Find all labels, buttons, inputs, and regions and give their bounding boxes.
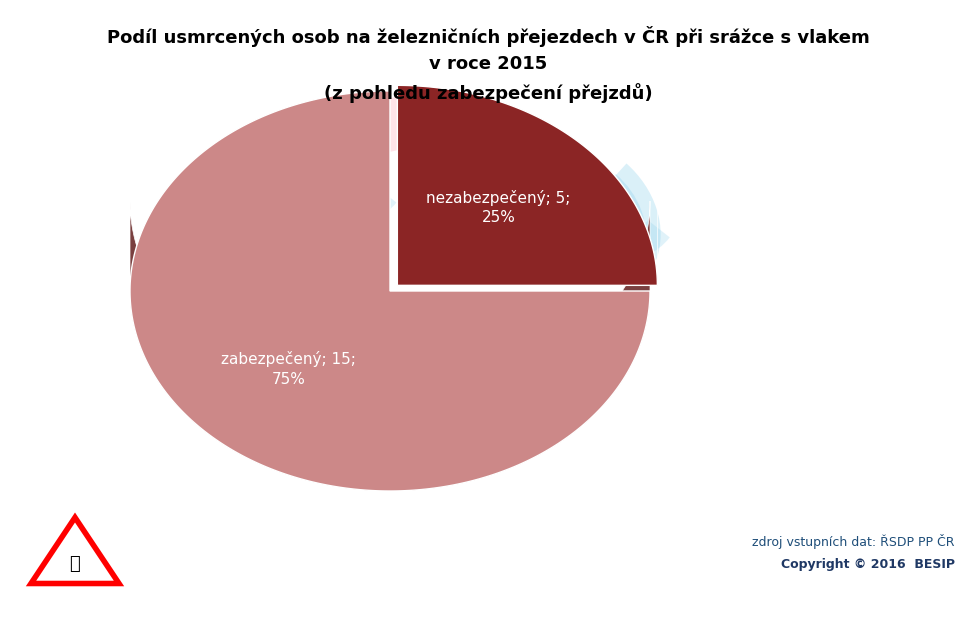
Polygon shape xyxy=(130,201,650,491)
Polygon shape xyxy=(397,85,658,285)
Text: zdroj vstupních dat: ŘSDP PP ČR: zdroj vstupních dat: ŘSDP PP ČR xyxy=(752,534,955,549)
Polygon shape xyxy=(31,517,119,584)
Text: Copyright © 2016  BESIP: Copyright © 2016 BESIP xyxy=(781,558,955,571)
Text: zabezpečený; 15;
75%: zabezpečený; 15; 75% xyxy=(222,351,356,387)
Text: Podíl usmrcených osob na železničních přejezdech v ČR při srážce s vlakem
v roce: Podíl usmrcených osob na železničních př… xyxy=(106,26,870,103)
Polygon shape xyxy=(130,91,650,491)
Text: 🚂: 🚂 xyxy=(69,555,80,573)
Text: nezabezpečený; 5;
25%: nezabezpečený; 5; 25% xyxy=(427,190,571,225)
